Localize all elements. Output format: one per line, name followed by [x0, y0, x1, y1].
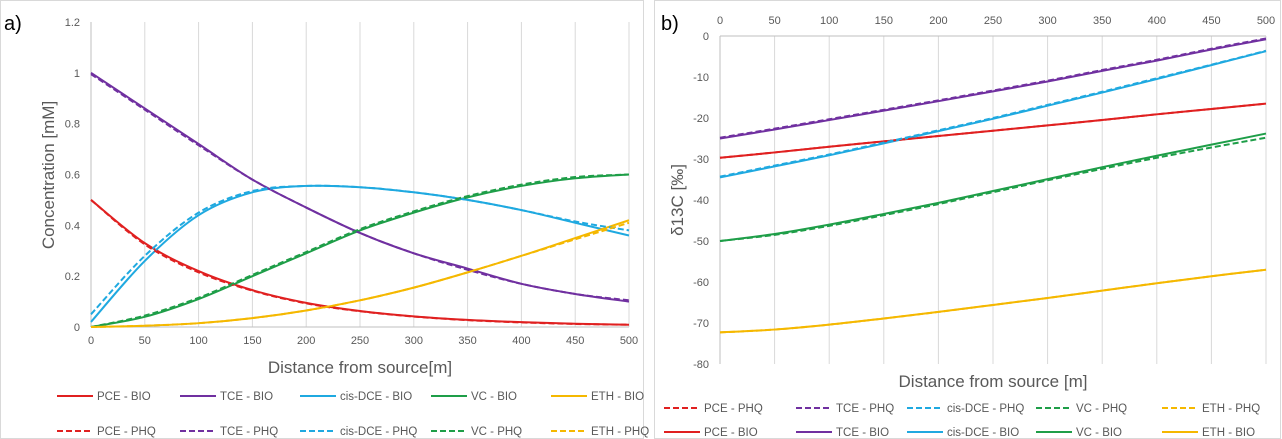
panel-b-gridlines — [719, 35, 1267, 364]
series-line-vc-bio — [90, 173, 630, 328]
legend-label: PCE - PHQ — [97, 426, 156, 438]
series-line-eth-phq — [719, 268, 1267, 334]
legend-label: ETH - BIO — [1202, 427, 1255, 439]
legend-label: VC - BIO — [1076, 427, 1122, 439]
series-line-cis-dce-phq — [90, 184, 630, 315]
legend-label: TCE - BIO — [836, 427, 889, 439]
x-tick-label: 350 — [458, 335, 476, 347]
legend-label: TCE - PHQ — [220, 426, 278, 438]
panel-a-ticks: 0 50 100 150 200 250 300 350 400 450 500 0 0.2 0.4 0.6… — [65, 17, 638, 347]
legend-label: VC - BIO — [471, 391, 517, 403]
y-tick-label: 1 — [74, 68, 80, 80]
x-tick-label: 300 — [1038, 15, 1056, 27]
x-tick-label: 450 — [566, 335, 584, 347]
y-tick-label: -60 — [693, 277, 709, 289]
legend-label: ETH - PHQ — [1202, 403, 1260, 415]
y-tick-label: 0 — [703, 31, 709, 43]
series-line-eth-phq — [90, 221, 630, 328]
y-tick-label: -30 — [693, 154, 709, 166]
legend-label: cis-DCE - BIO — [340, 391, 412, 403]
legend-label: cis-DCE - BIO — [947, 427, 1019, 439]
x-tick-label: 50 — [768, 15, 780, 27]
x-tick-label: 0 — [717, 15, 723, 27]
legend-label: ETH - PHQ — [591, 426, 649, 438]
legend-label: cis-DCE - PHQ — [340, 426, 417, 438]
x-tick-label: 50 — [139, 335, 151, 347]
y-tick-label: 0.6 — [65, 170, 80, 182]
y-tick-label: -80 — [693, 359, 709, 371]
series-line-pce-phq — [90, 199, 630, 326]
legend-label: PCE - BIO — [704, 427, 758, 439]
y-tick-label: 0 — [74, 322, 80, 334]
legend-label: VC - PHQ — [1076, 403, 1127, 415]
series-line-vc-bio — [719, 132, 1267, 242]
panel-b-y-axis-label: δ13C [‰] — [668, 164, 687, 236]
panel-a-y-axis-label: Concentration [mM] — [39, 101, 58, 249]
panel-b-legend: PCE - PHQ TCE - PHQ cis-DCE - PHQ VC - PHQ E… — [664, 403, 1260, 439]
series-line-cis-dce-phq — [719, 49, 1267, 178]
x-tick-label: 450 — [1202, 15, 1220, 27]
panel-b-ticks: 0 50 100 150 200 250 300 350 400 450 500 0 -10 -20 -30… — [693, 15, 1275, 371]
x-tick-label: 400 — [1148, 15, 1166, 27]
y-tick-label: -70 — [693, 318, 709, 330]
y-tick-label: 0.8 — [65, 119, 80, 131]
x-tick-label: 400 — [512, 335, 530, 347]
x-tick-label: 200 — [929, 15, 947, 27]
x-tick-label: 500 — [620, 335, 638, 347]
y-tick-label: -50 — [693, 236, 709, 248]
x-tick-label: 250 — [351, 335, 369, 347]
x-tick-label: 500 — [1257, 15, 1275, 27]
x-tick-label: 100 — [820, 15, 838, 27]
panel-b-x-axis-label: Distance from source [m] — [899, 372, 1088, 391]
panel-a-series — [90, 71, 630, 328]
series-line-vc-phq — [90, 173, 630, 328]
x-tick-label: 0 — [88, 335, 94, 347]
y-tick-label: -40 — [693, 195, 709, 207]
panel-a-x-axis-label: Distance from source[m] — [268, 358, 452, 377]
y-tick-label: -10 — [693, 72, 709, 84]
x-tick-label: 350 — [1093, 15, 1111, 27]
legend-label: TCE - PHQ — [836, 403, 894, 415]
panel-a-legend: PCE - BIO TCE - BIO cis-DCE - BIO VC - BIO E… — [57, 391, 649, 438]
legend-label: PCE - PHQ — [704, 403, 763, 415]
series-line-vc-phq — [719, 136, 1267, 242]
panel-a-label: a) — [4, 13, 22, 35]
y-tick-label: -20 — [693, 113, 709, 125]
series-line-pce-phq — [719, 102, 1267, 159]
panel-a-frame — [0, 0, 644, 439]
x-tick-label: 150 — [243, 335, 261, 347]
legend-label: cis-DCE - PHQ — [947, 403, 1024, 415]
series-line-tce-phq — [90, 73, 630, 302]
legend-label: TCE - BIO — [220, 391, 273, 403]
legend-label: ETH - BIO — [591, 391, 644, 403]
series-line-tce-phq — [719, 37, 1267, 139]
panel-b-series — [719, 37, 1267, 334]
x-tick-label: 200 — [297, 335, 315, 347]
panel-b-label: b) — [661, 13, 679, 35]
x-tick-label: 150 — [875, 15, 893, 27]
x-tick-label: 250 — [984, 15, 1002, 27]
legend-label: PCE - BIO — [97, 391, 151, 403]
x-tick-label: 300 — [405, 335, 423, 347]
x-tick-label: 100 — [189, 335, 207, 347]
y-tick-label: 1.2 — [65, 17, 80, 29]
y-tick-label: 0.2 — [65, 271, 80, 283]
y-tick-label: 0.4 — [65, 220, 80, 232]
legend-label: VC - PHQ — [471, 426, 522, 438]
